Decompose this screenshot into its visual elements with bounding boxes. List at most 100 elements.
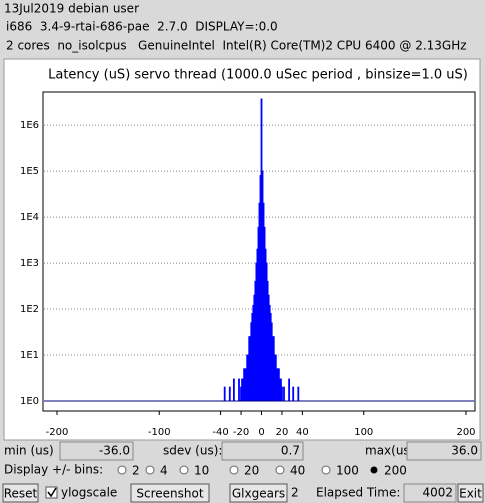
histogram-bar	[238, 378, 240, 402]
glxgears-count: 2	[291, 486, 299, 500]
histogram-bar	[249, 336, 252, 402]
histogram-bar	[240, 386, 242, 402]
bins-label: Display +/- bins:	[4, 463, 103, 477]
histogram-bar	[261, 170, 264, 402]
histogram-bar	[252, 304, 255, 402]
x-tick-label: 0	[258, 427, 264, 438]
histogram-bar	[254, 280, 257, 402]
histogram-bar	[253, 294, 256, 402]
radio-button[interactable]	[145, 465, 155, 475]
histogram-bar	[271, 336, 274, 402]
histogram-bar	[259, 175, 262, 402]
histogram-bar	[267, 294, 270, 402]
histogram-bar	[242, 378, 244, 402]
histogram-bar	[277, 368, 280, 402]
x-tick-label: -100	[148, 427, 171, 438]
histogram-bar	[258, 202, 261, 402]
reset-button-label[interactable]: Reset	[4, 487, 38, 501]
value-box	[403, 483, 457, 503]
x-tick-label: 40	[296, 427, 309, 438]
histogram-bar	[251, 313, 254, 402]
radio-label[interactable]: 40	[290, 464, 305, 478]
exit-button[interactable]	[457, 483, 484, 503]
histogram-bar	[269, 313, 272, 402]
histogram-bar	[297, 386, 300, 402]
value-box	[221, 441, 304, 461]
histogram-bar	[272, 336, 275, 402]
histogram-bar	[265, 262, 268, 402]
histogram-bar	[255, 262, 258, 402]
radio-button[interactable]	[117, 465, 127, 475]
y-tick-label: 1E4	[20, 212, 39, 223]
elapsed-value: 4002	[422, 486, 453, 500]
histogram-bar	[241, 378, 243, 402]
radio-label[interactable]: 100	[336, 464, 359, 478]
histogram-bar	[262, 202, 265, 402]
radio-button[interactable]	[179, 465, 189, 475]
y-tick-label: 1E6	[20, 120, 39, 131]
y-tick-label: 1E0	[20, 396, 39, 407]
histogram-bar	[283, 386, 285, 402]
exit-button-label[interactable]: Exit	[459, 487, 482, 501]
radio-button[interactable]	[275, 465, 285, 475]
histogram-bar	[275, 368, 278, 402]
y-tick-label: 1E2	[20, 304, 39, 315]
stat-label: max(us)	[365, 444, 414, 458]
radio-label[interactable]: 4	[160, 464, 168, 478]
screenshot-button[interactable]	[130, 483, 210, 503]
screenshot-button-label[interactable]: Screenshot	[136, 487, 203, 501]
checkmark	[47, 487, 57, 498]
histogram-bar	[243, 368, 246, 402]
y-tick-label: 1E3	[20, 258, 39, 269]
histogram-bar	[244, 368, 247, 402]
reset-button[interactable]	[2, 483, 39, 503]
checkbox-label[interactable]: ylogscale	[61, 486, 117, 500]
y-tick-label: 1E1	[20, 350, 39, 361]
x-tick-label: 200	[456, 427, 475, 438]
histogram-bar	[288, 378, 291, 402]
x-tick-label: 20	[276, 427, 289, 438]
histogram-bar	[276, 368, 279, 402]
histogram-bar	[279, 378, 281, 402]
y-tick-label: 1E5	[20, 166, 39, 177]
radio-label[interactable]: 2	[132, 464, 140, 478]
histogram-bar	[273, 354, 276, 402]
x-tick-label: -20	[233, 427, 249, 438]
radio-label[interactable]: 200	[384, 464, 407, 478]
histogram-bar	[292, 386, 295, 402]
x-tick-label: -40	[212, 427, 228, 438]
value-box	[406, 441, 482, 461]
histogram-bar	[281, 386, 283, 402]
elapsed-label: Elapsed Time:	[316, 486, 400, 500]
histogram-bar	[274, 354, 277, 402]
x-tick-label: 100	[354, 427, 373, 438]
histogram-bar	[247, 354, 250, 402]
histogram-bar	[245, 368, 248, 402]
header-line: i686 3.4-9-rtai-686-pae 2.7.0 DISPLAY=:0…	[6, 20, 278, 34]
radio-button[interactable]	[321, 465, 331, 475]
radio-button[interactable]	[370, 466, 378, 474]
stat-label: sdev (us):	[163, 444, 222, 458]
histogram-bar	[248, 336, 251, 402]
checkbox[interactable]	[45, 486, 58, 499]
histogram-bar	[266, 280, 269, 402]
histogram-bar	[260, 98, 263, 402]
histogram-bar	[223, 386, 226, 402]
histogram-bar	[263, 226, 266, 402]
x-tick-label: -200	[46, 427, 69, 438]
histogram-bar	[228, 386, 231, 402]
glxgears-button[interactable]	[229, 483, 288, 503]
histogram-bar	[264, 248, 267, 402]
header-line: 13Jul2019 debian user	[4, 2, 139, 16]
radio-label[interactable]: 20	[244, 464, 259, 478]
histogram-bar	[257, 226, 260, 402]
radio-button[interactable]	[229, 465, 239, 475]
header-line: 2 cores no_isolcpus GenuineIntel Intel(R…	[6, 39, 467, 53]
value-box	[59, 441, 134, 461]
radio-label[interactable]: 10	[194, 464, 209, 478]
stat-value: -36.0	[99, 444, 130, 458]
plot-frame	[42, 91, 476, 412]
glxgears-button-label[interactable]: Glxgears	[232, 487, 285, 501]
histogram-bar	[268, 304, 271, 402]
